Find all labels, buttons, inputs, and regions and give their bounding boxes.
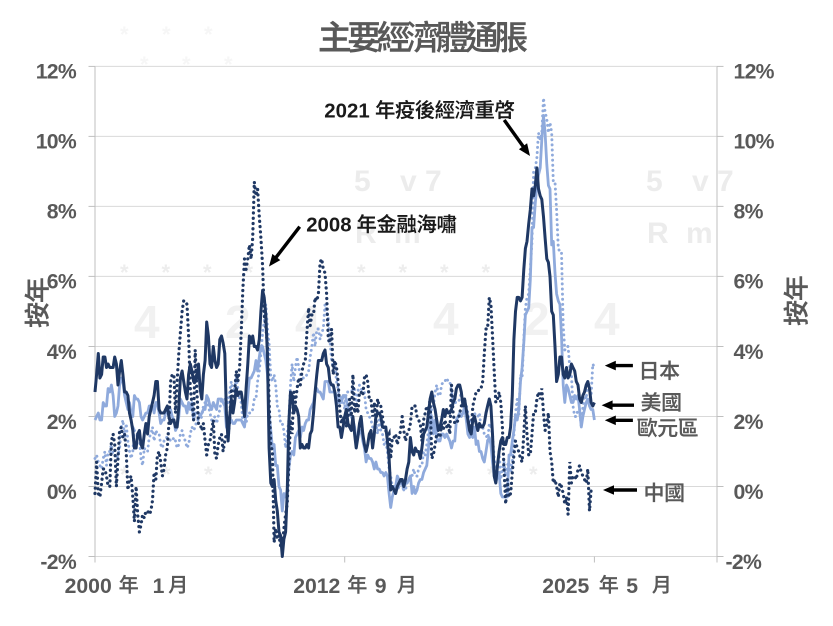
svg-text:*: *	[162, 260, 171, 285]
svg-text:v: v	[400, 165, 417, 198]
svg-text:*: *	[357, 260, 366, 285]
svg-text:*: *	[203, 260, 212, 285]
svg-text:*: *	[120, 462, 129, 487]
svg-text:v: v	[692, 165, 709, 198]
svg-text:8%: 8%	[734, 201, 764, 224]
svg-text:2: 2	[225, 296, 251, 348]
svg-text:m: m	[686, 217, 713, 250]
svg-text:8%: 8%	[47, 201, 77, 224]
svg-text:12%: 12%	[734, 61, 775, 84]
svg-text:*: *	[482, 260, 491, 285]
svg-text:R: R	[355, 217, 377, 250]
svg-text:2%: 2%	[734, 411, 764, 434]
svg-text:2%: 2%	[47, 411, 77, 434]
svg-text:4: 4	[134, 296, 160, 348]
svg-text:*: *	[204, 462, 213, 487]
svg-text:R: R	[647, 217, 669, 250]
svg-text:5: 5	[646, 165, 663, 198]
svg-text:*: *	[439, 22, 448, 47]
svg-text:*: *	[120, 22, 129, 47]
svg-text:0%: 0%	[47, 481, 77, 504]
svg-text:*: *	[397, 22, 406, 47]
svg-text:*: *	[182, 52, 191, 77]
svg-text:*: *	[487, 462, 496, 487]
svg-text:4%: 4%	[47, 341, 77, 364]
svg-text:m: m	[394, 217, 421, 250]
svg-text:*: *	[245, 260, 254, 285]
svg-text:*: *	[204, 22, 213, 47]
svg-text:7: 7	[425, 165, 442, 198]
svg-text:2012: 2012	[293, 575, 340, 598]
svg-text:*: *	[445, 462, 454, 487]
svg-text:*: *	[162, 462, 171, 487]
svg-text:0%: 0%	[734, 481, 764, 504]
svg-text:10%: 10%	[734, 131, 775, 154]
svg-text:2008: 2008	[306, 215, 351, 237]
svg-text:12%: 12%	[36, 61, 77, 84]
svg-text:*: *	[529, 462, 538, 487]
svg-text:*: *	[399, 260, 408, 285]
svg-text:5: 5	[626, 575, 638, 598]
svg-text:*: *	[120, 260, 129, 285]
svg-text:9: 9	[375, 575, 387, 598]
svg-text:7: 7	[717, 165, 734, 198]
svg-text:6%: 6%	[734, 271, 764, 294]
svg-text:-2%: -2%	[726, 551, 762, 574]
svg-text:*: *	[224, 52, 233, 77]
svg-text:*: *	[440, 260, 449, 285]
svg-text:1: 1	[153, 575, 165, 598]
svg-text:10%: 10%	[36, 131, 77, 154]
svg-text:2025: 2025	[542, 575, 589, 598]
svg-text:2000: 2000	[65, 575, 112, 598]
svg-text:*: *	[140, 52, 149, 77]
svg-text:4: 4	[594, 293, 620, 345]
svg-text:6%: 6%	[47, 271, 77, 294]
svg-text:2021: 2021	[324, 100, 369, 122]
svg-text:4: 4	[433, 293, 459, 345]
svg-text:5: 5	[354, 165, 371, 198]
svg-text:*: *	[162, 22, 171, 47]
svg-text:-2%: -2%	[40, 551, 76, 574]
svg-text:4%: 4%	[734, 341, 764, 364]
